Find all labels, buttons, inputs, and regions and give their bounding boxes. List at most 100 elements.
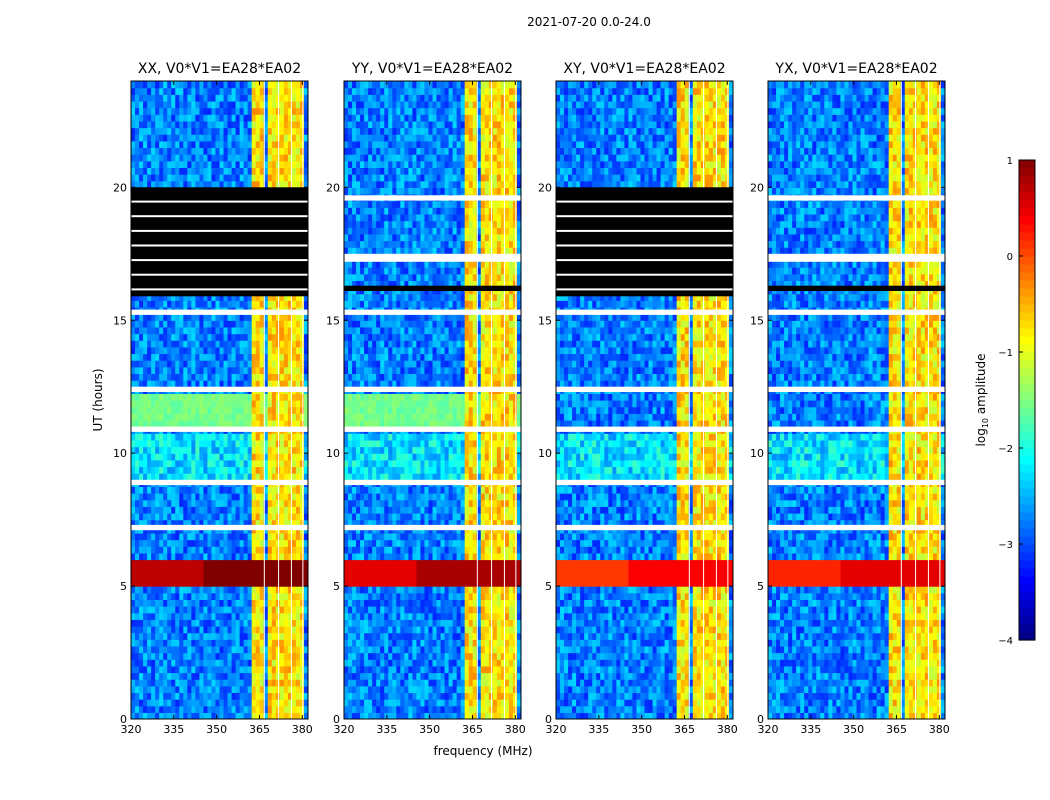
heatmap-cell (464, 699, 470, 707)
heatmap-cell (243, 466, 249, 474)
heatmap-cell (348, 632, 353, 640)
heatmap-cell (223, 606, 229, 614)
heatmap-cell (400, 692, 405, 700)
heatmap-cell (195, 326, 200, 335)
heatmap-cell (500, 672, 506, 680)
heatmap-cell (215, 134, 221, 142)
heatmap-cell (492, 665, 498, 674)
heatmap-cell (464, 665, 470, 674)
heatmap-cell (287, 592, 293, 600)
heatmap-cell (484, 659, 490, 667)
heatmap-cell (243, 87, 249, 95)
heatmap-cell (135, 180, 140, 188)
heatmap-cell (155, 679, 160, 687)
heatmap-cell (283, 459, 289, 468)
heatmap-cell (223, 612, 229, 620)
heatmap-cell (195, 366, 200, 375)
heatmap-cell (360, 612, 365, 620)
heatmap-cell (480, 699, 486, 707)
heatmap-cell (135, 665, 140, 674)
heatmap-cell (251, 625, 257, 634)
heatmap-cell (476, 672, 482, 680)
heatmap-cell (263, 632, 269, 640)
heatmap-cell (251, 712, 257, 719)
heatmap-cell (195, 140, 200, 149)
heatmap-cell (412, 665, 418, 674)
heatmap-cell (291, 174, 297, 182)
heatmap-cell (175, 499, 180, 507)
heatmap-cell (279, 167, 285, 175)
heatmap-cell (159, 685, 164, 694)
heatmap-cell (207, 532, 213, 541)
heatmap-cell (195, 592, 200, 600)
heatmap-cell (159, 705, 164, 713)
heatmap-cell (131, 559, 136, 567)
heatmap-cell (171, 692, 176, 700)
heatmap-cell (139, 366, 144, 375)
heatmap-cell (496, 692, 502, 700)
heatmap-cell (135, 107, 140, 115)
heatmap-cell (207, 559, 213, 567)
heatmap-cell (251, 413, 257, 421)
heatmap-cell (231, 612, 237, 620)
heatmap-cell (420, 705, 426, 713)
heatmap-cell (175, 625, 180, 634)
heatmap-cell (348, 652, 353, 660)
heatmap-cell (155, 313, 160, 321)
heatmap-cell (139, 373, 144, 381)
heatmap-cell (159, 699, 164, 707)
heatmap-cell (167, 612, 172, 620)
heatmap-cell (303, 552, 308, 561)
heatmap-cell (143, 506, 148, 514)
heatmap-cell (167, 380, 172, 388)
heatmap-cell (179, 659, 184, 667)
heatmap-cell (219, 699, 225, 707)
heatmap-cell (279, 685, 285, 694)
heatmap-cell (303, 94, 308, 102)
heatmap-cell (271, 333, 277, 341)
heatmap-cell (167, 506, 172, 514)
heatmap-cell (412, 712, 418, 719)
heatmap-cell (203, 699, 209, 707)
heatmap-cell (167, 512, 172, 521)
heatmap-cell (231, 679, 237, 687)
heatmap-cell (219, 599, 225, 607)
heatmap-cell (436, 612, 442, 620)
heatmap-cell (259, 107, 265, 115)
heatmap-cell (287, 174, 293, 182)
heatmap-cell (235, 699, 241, 707)
heatmap-cell (259, 672, 265, 680)
heatmap-cell (171, 592, 176, 600)
heatmap-cell (203, 645, 209, 654)
heatmap-cell (227, 559, 233, 567)
heatmap-cell (255, 699, 261, 707)
heatmap-cell (460, 645, 466, 654)
heatmap-cell (291, 293, 297, 301)
heatmap-cell (299, 665, 305, 674)
heatmap-cell (251, 320, 257, 328)
heatmap-cell (299, 340, 305, 348)
heatmap-cell (255, 539, 261, 547)
heatmap-cell (295, 459, 301, 468)
heatmap-cell (219, 652, 225, 660)
heatmap-cell (235, 506, 241, 514)
heatmap-cell (187, 81, 192, 89)
heatmap-cell (227, 87, 233, 95)
heatmap-cell (183, 419, 188, 428)
heatmap-cell (179, 140, 184, 149)
heatmap-cell (135, 320, 140, 328)
heatmap-cell (211, 612, 217, 620)
heatmap-cell (223, 645, 229, 654)
heatmap-cell (239, 154, 245, 162)
heatmap-cell (404, 639, 409, 647)
heatmap-cell (344, 699, 349, 707)
heatmap-cell (195, 606, 200, 614)
heatmap-cell (203, 625, 209, 634)
heatmap-cell (167, 619, 172, 627)
heatmap-cell (203, 114, 209, 122)
heatmap-cell (476, 652, 482, 660)
heatmap-cell (219, 519, 225, 527)
heatmap-cell (211, 592, 217, 600)
heatmap-cell (139, 134, 144, 142)
heatmap-cell (420, 639, 426, 647)
